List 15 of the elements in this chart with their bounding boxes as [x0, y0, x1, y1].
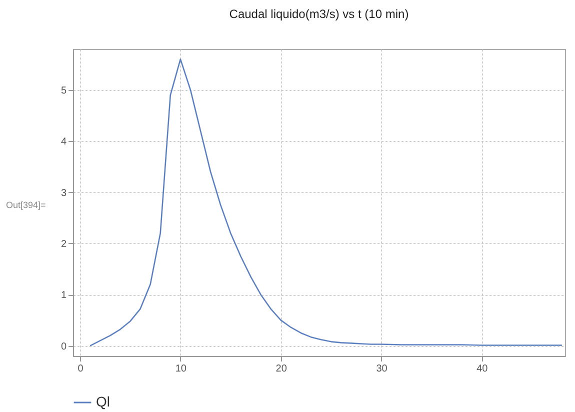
- x-tick-label: 0: [78, 364, 84, 374]
- y-tick-label: 0: [60, 341, 67, 352]
- x-tick-label: 40: [476, 364, 488, 374]
- y-tick-label: 3: [60, 188, 67, 199]
- y-tick-label: 2: [60, 238, 67, 250]
- x-tick-label: 20: [276, 364, 288, 374]
- text: Out[394]=: [6, 200, 46, 210]
- y-tick-label: 1: [60, 290, 67, 302]
- y-tick-label: 4: [60, 136, 67, 148]
- x-tick-label: 30: [376, 364, 388, 374]
- chart-title: Caudal liquido(m3/s) vs t (10 min): [229, 7, 409, 21]
- x-tick-label: 10: [175, 364, 187, 374]
- legend-label: Ql: [96, 394, 110, 410]
- line-series: [89, 58, 563, 346]
- y-tick-label: 5: [60, 85, 67, 96]
